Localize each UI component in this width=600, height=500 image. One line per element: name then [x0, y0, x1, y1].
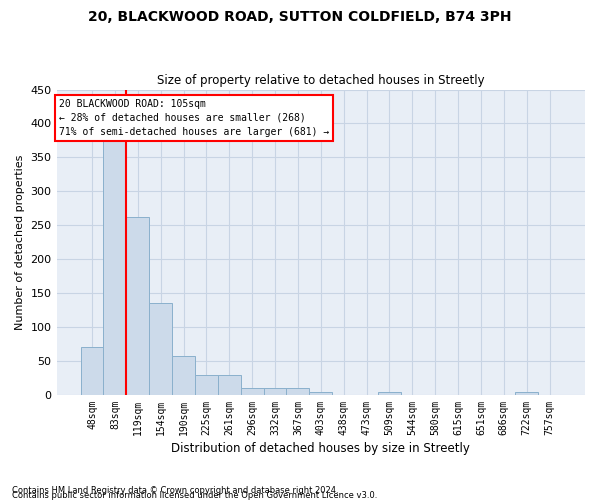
Bar — [172, 356, 195, 395]
Bar — [241, 388, 263, 395]
Bar — [286, 388, 310, 395]
Bar — [310, 392, 332, 395]
Bar — [80, 348, 103, 395]
X-axis label: Distribution of detached houses by size in Streetly: Distribution of detached houses by size … — [172, 442, 470, 455]
Bar — [515, 392, 538, 395]
Text: 20, BLACKWOOD ROAD, SUTTON COLDFIELD, B74 3PH: 20, BLACKWOOD ROAD, SUTTON COLDFIELD, B7… — [88, 10, 512, 24]
Bar — [103, 138, 127, 395]
Bar — [149, 304, 172, 395]
Bar — [263, 388, 286, 395]
Y-axis label: Number of detached properties: Number of detached properties — [15, 154, 25, 330]
Bar — [127, 217, 149, 395]
Bar — [195, 374, 218, 395]
Text: 20 BLACKWOOD ROAD: 105sqm
← 28% of detached houses are smaller (268)
71% of semi: 20 BLACKWOOD ROAD: 105sqm ← 28% of detac… — [59, 98, 329, 136]
Title: Size of property relative to detached houses in Streetly: Size of property relative to detached ho… — [157, 74, 485, 87]
Text: Contains public sector information licensed under the Open Government Licence v3: Contains public sector information licen… — [12, 491, 377, 500]
Bar — [378, 392, 401, 395]
Text: Contains HM Land Registry data © Crown copyright and database right 2024.: Contains HM Land Registry data © Crown c… — [12, 486, 338, 495]
Bar — [218, 374, 241, 395]
